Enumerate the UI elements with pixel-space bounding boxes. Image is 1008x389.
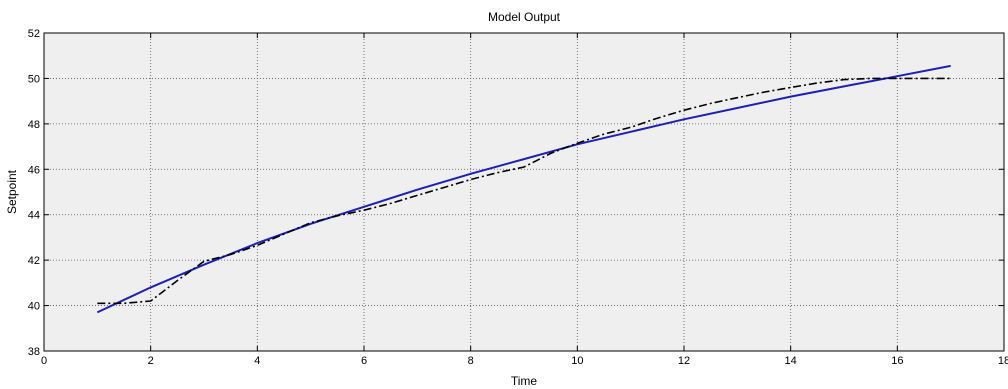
x-tick-label: 18 <box>998 355 1008 367</box>
y-tick-label: 50 <box>28 73 40 85</box>
x-tick-label: 6 <box>361 355 367 367</box>
y-tick-label: 44 <box>28 210 40 222</box>
x-tick-label: 12 <box>678 355 690 367</box>
x-tick-label: 16 <box>891 355 903 367</box>
y-axis-label: Setpoint <box>5 169 19 214</box>
x-tick-label: 4 <box>254 355 260 367</box>
y-tick-label: 42 <box>28 255 40 267</box>
grid-lines <box>44 33 1004 351</box>
series-layer <box>96 64 951 314</box>
x-tick-label: 2 <box>148 355 154 367</box>
y-tick-label: 40 <box>28 301 40 313</box>
plot-area <box>44 33 1004 351</box>
series-line-measured <box>97 77 951 305</box>
x-tick-label: 14 <box>785 355 797 367</box>
y-tick-label: 48 <box>28 119 40 131</box>
y-tick-label: 52 <box>28 28 40 40</box>
plot-frame <box>43 32 1005 352</box>
x-tick-label: 8 <box>468 355 474 367</box>
chart-title: Model Output <box>488 10 561 24</box>
x-axis-label: Time <box>511 374 538 388</box>
x-tick-label: 10 <box>571 355 583 367</box>
y-tick-label: 38 <box>28 346 40 358</box>
series-line-fit <box>96 64 951 314</box>
x-tick-label: 0 <box>41 355 47 367</box>
y-tick-label: 46 <box>28 164 40 176</box>
